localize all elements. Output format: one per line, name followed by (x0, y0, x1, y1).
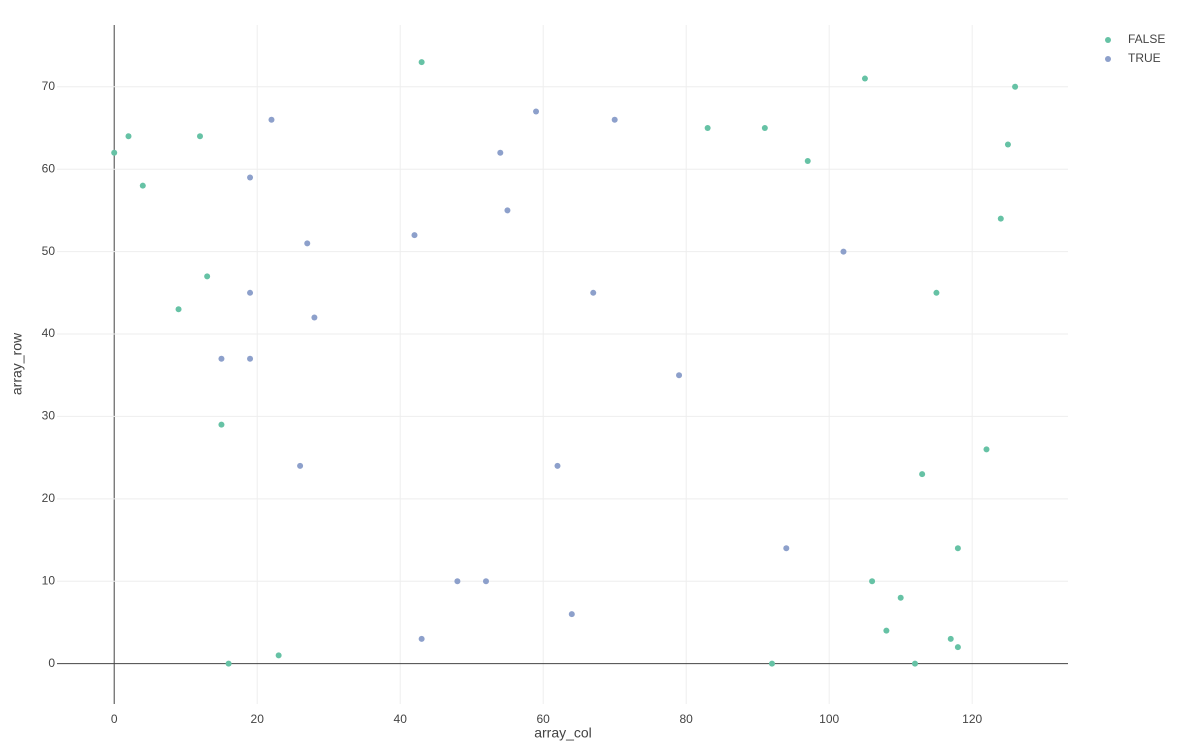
y-tick-label: 30 (42, 409, 56, 423)
point (175, 306, 182, 313)
point (225, 660, 232, 667)
point (954, 545, 961, 552)
point (218, 421, 225, 428)
point (869, 578, 876, 585)
point (783, 545, 790, 552)
point (247, 174, 254, 181)
point (883, 627, 890, 634)
point (1004, 141, 1011, 148)
point (761, 125, 768, 132)
point (411, 232, 418, 239)
legend-marker (1105, 37, 1111, 43)
point (840, 248, 847, 255)
point (268, 116, 275, 123)
point (297, 462, 304, 469)
legend: FALSE TRUE (1105, 32, 1165, 65)
x-tick-label: 100 (819, 712, 839, 726)
y-tick-label: 50 (42, 244, 56, 258)
legend-label: TRUE (1128, 51, 1161, 65)
y-tick-label: 40 (42, 326, 56, 340)
point (954, 644, 961, 651)
point (590, 289, 597, 296)
point (676, 372, 683, 379)
point (311, 314, 318, 321)
point (861, 75, 868, 82)
x-tick-label: 60 (537, 712, 551, 726)
point (218, 355, 225, 362)
x-tick-label: 120 (962, 712, 982, 726)
y-tick-label: 10 (42, 573, 56, 587)
point (568, 611, 575, 618)
point (768, 660, 775, 667)
grid (57, 25, 1068, 704)
point (304, 240, 311, 247)
point (482, 578, 489, 585)
point (897, 594, 904, 601)
point (704, 125, 711, 132)
point (196, 133, 203, 140)
point (418, 635, 425, 642)
point (997, 215, 1004, 222)
legend-label: FALSE (1128, 32, 1165, 46)
point (275, 652, 282, 659)
x-tick-label: 20 (251, 712, 265, 726)
legend-marker (1105, 56, 1111, 62)
point (111, 149, 118, 156)
point (533, 108, 540, 115)
y-tick-label: 60 (42, 161, 56, 175)
point (933, 289, 940, 296)
x-tick-label: 40 (394, 712, 408, 726)
point (497, 149, 504, 156)
point (418, 59, 425, 66)
x-tick-label: 80 (680, 712, 694, 726)
point (125, 133, 132, 140)
point (247, 289, 254, 296)
x-axis-title: array_col (534, 725, 592, 741)
point (247, 355, 254, 362)
y-tick-label: 0 (48, 656, 55, 670)
point (204, 273, 211, 280)
point (947, 635, 954, 642)
y-axis-title: array_row (9, 332, 25, 395)
point (911, 660, 918, 667)
y-tick-label: 70 (42, 79, 56, 93)
point (611, 116, 618, 123)
point (554, 462, 561, 469)
marks (111, 59, 1019, 667)
point (504, 207, 511, 214)
x-tick-label: 0 (111, 712, 118, 726)
point (139, 182, 146, 189)
point (454, 578, 461, 585)
point (919, 471, 926, 478)
point (804, 157, 811, 164)
y-tick-label: 20 (42, 491, 56, 505)
point (1012, 83, 1019, 90)
point (983, 446, 990, 453)
ticks: 0 20 40 60 80 100 120 0 10 20 30 40 50 60 70 (42, 79, 983, 726)
